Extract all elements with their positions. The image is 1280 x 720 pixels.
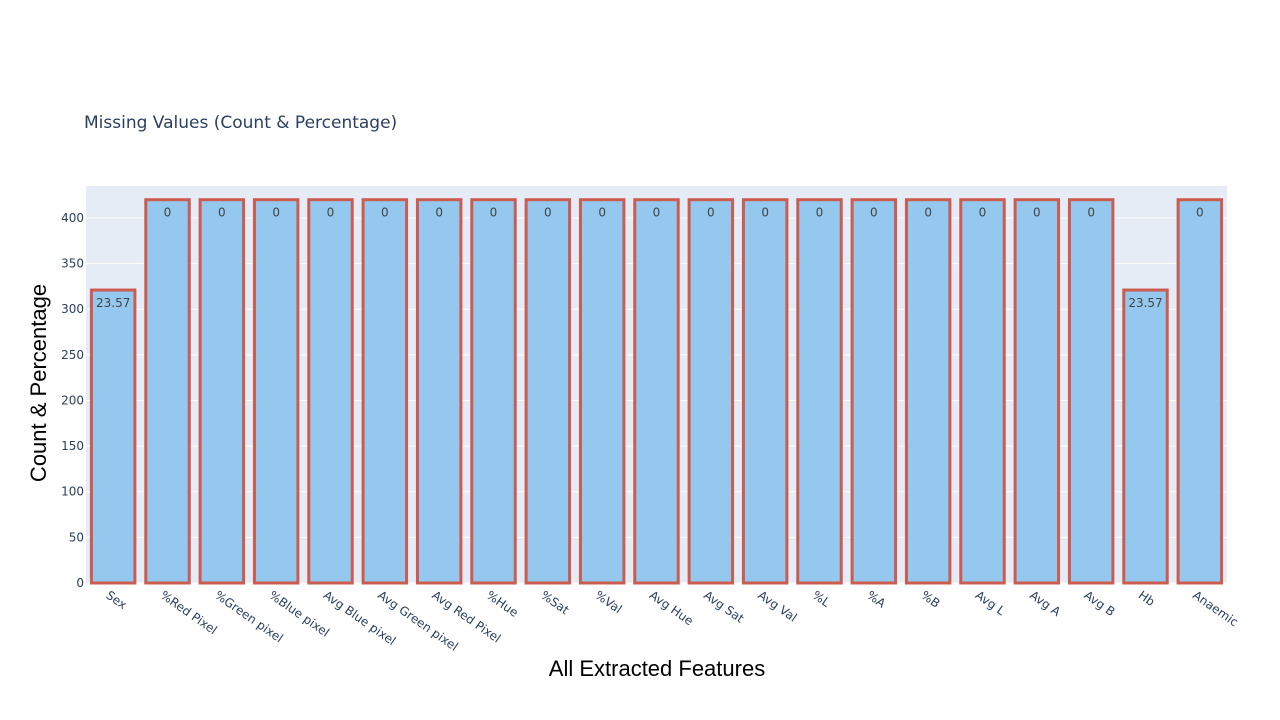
data-label: 23.57 bbox=[96, 296, 130, 310]
bar bbox=[687, 198, 735, 585]
y-tick-label: 400 bbox=[61, 211, 84, 225]
x-tick-label: Avg Sat bbox=[701, 588, 747, 626]
data-label: 0 bbox=[870, 206, 878, 220]
bar bbox=[524, 198, 572, 585]
data-label: 0 bbox=[1033, 206, 1041, 220]
x-tick-label: %Hue bbox=[484, 588, 521, 620]
bar bbox=[741, 198, 789, 585]
x-axis-title: All Extracted Features bbox=[549, 656, 765, 681]
x-tick-label: Avg Hue bbox=[647, 588, 696, 628]
x-tick-label: Sex bbox=[103, 588, 129, 612]
data-label: 0 bbox=[707, 206, 715, 220]
data-label: 0 bbox=[924, 206, 932, 220]
x-tick-label: %A bbox=[864, 588, 889, 611]
x-tick-label: %Val bbox=[592, 588, 624, 616]
data-label: 0 bbox=[761, 206, 769, 220]
chart-title: Missing Values (Count & Percentage) bbox=[84, 113, 397, 133]
bar bbox=[198, 198, 246, 585]
bar bbox=[307, 198, 354, 585]
bar bbox=[904, 198, 952, 585]
data-label: 0 bbox=[1196, 206, 1204, 220]
data-label: 0 bbox=[381, 206, 389, 220]
data-label: 0 bbox=[164, 206, 172, 220]
x-tick-label: %Red Pixel bbox=[158, 588, 220, 637]
data-label: 0 bbox=[816, 206, 824, 220]
data-label: 0 bbox=[653, 206, 661, 220]
x-tick-label: Avg L bbox=[973, 588, 1008, 618]
bar bbox=[361, 198, 409, 585]
y-tick-label: 350 bbox=[61, 257, 84, 271]
x-tick-label: Anaemic bbox=[1190, 588, 1241, 629]
x-tick-label: Avg A bbox=[1027, 588, 1064, 620]
x-tick-label: Avg B bbox=[1081, 588, 1117, 619]
data-label: 0 bbox=[598, 206, 606, 220]
data-labels: 23.57 0 0 0 0 0 0 0 0 0 0 0 0 0 0 0 0 0 0 23.57 0 bbox=[96, 206, 1204, 310]
x-tick-label: Avg Val bbox=[755, 588, 799, 625]
y-tick-label: 50 bbox=[69, 530, 84, 544]
bar bbox=[252, 198, 300, 585]
y-axis-title: Count & Percentage bbox=[26, 284, 51, 482]
x-tick-label: %Sat bbox=[538, 588, 572, 617]
bar bbox=[415, 198, 463, 585]
data-label: 0 bbox=[1087, 206, 1095, 220]
x-tick-label: %B bbox=[918, 588, 942, 611]
data-label: 0 bbox=[490, 206, 498, 220]
bar bbox=[633, 198, 680, 585]
y-tick-label: 150 bbox=[61, 439, 84, 453]
data-label: 0 bbox=[272, 206, 280, 220]
bar bbox=[1067, 198, 1115, 585]
x-axis-ticks: Sex %Red Pixel%Green pixel%Blue pixelAvg … bbox=[103, 588, 1240, 654]
bar bbox=[578, 198, 626, 585]
y-tick-label: 300 bbox=[61, 302, 84, 316]
data-label: 0 bbox=[327, 206, 335, 220]
data-label: 0 bbox=[979, 206, 987, 220]
bar bbox=[144, 198, 191, 585]
y-tick-label: 0 bbox=[76, 576, 84, 590]
y-axis-ticks: 0 50 100 150 200 250 300 350 400 bbox=[61, 211, 84, 590]
bar bbox=[796, 198, 843, 585]
y-tick-label: 200 bbox=[61, 393, 84, 407]
data-label: 0 bbox=[435, 206, 443, 220]
y-tick-label: 100 bbox=[61, 485, 84, 499]
bar bbox=[1176, 198, 1224, 585]
bar bbox=[959, 198, 1006, 585]
bar bbox=[850, 198, 898, 585]
bar bbox=[1013, 198, 1061, 585]
data-label: 0 bbox=[544, 206, 552, 220]
bars bbox=[89, 198, 1224, 585]
x-tick-label: %L bbox=[810, 588, 833, 610]
y-tick-label: 250 bbox=[61, 348, 84, 362]
data-label: 0 bbox=[218, 206, 226, 220]
data-label: 23.57 bbox=[1128, 296, 1162, 310]
bar bbox=[470, 198, 517, 585]
x-tick-label: Hb bbox=[1136, 588, 1158, 609]
bar bbox=[89, 288, 137, 585]
bar bbox=[1122, 288, 1169, 585]
